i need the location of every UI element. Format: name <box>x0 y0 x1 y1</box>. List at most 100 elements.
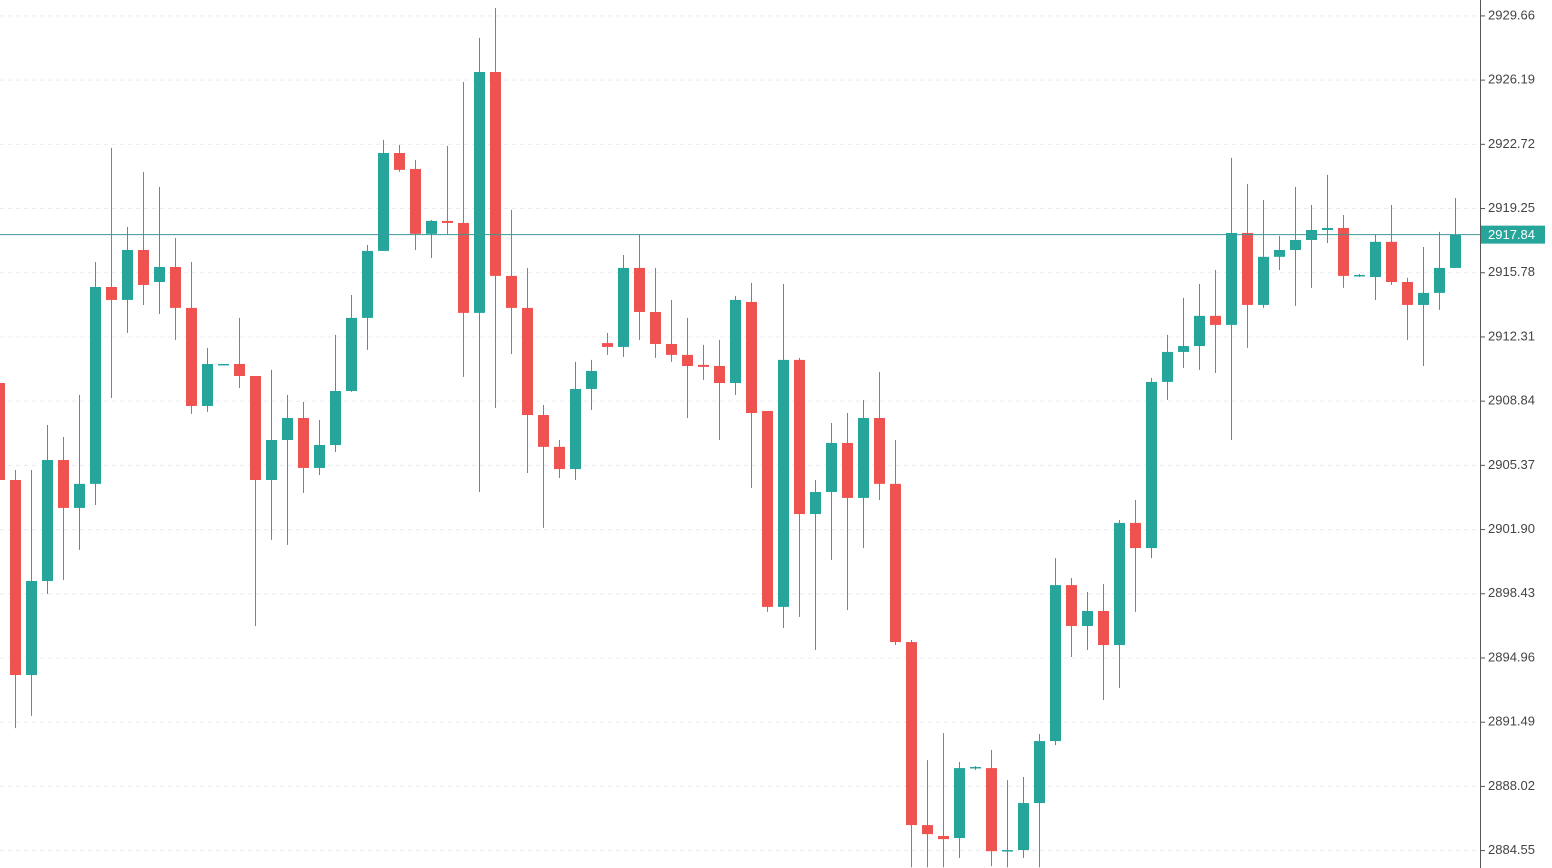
candle-body <box>858 417 869 498</box>
y-tick-label: 2915.78 <box>1488 264 1535 279</box>
candle-body <box>602 343 613 347</box>
candle-body <box>826 442 837 493</box>
candle-body <box>1114 522 1125 646</box>
candle-body <box>10 479 21 676</box>
candle-body <box>1258 256 1269 305</box>
candle-body <box>1402 281 1413 305</box>
candle-body <box>1050 585 1061 742</box>
y-tick-label: 2929.66 <box>1488 7 1535 22</box>
candle-body <box>1210 315 1221 325</box>
candle-body <box>1146 381 1157 549</box>
candle-body <box>42 459 53 582</box>
candle-body <box>1242 232 1253 305</box>
candle-body <box>1338 227 1349 276</box>
candle-body <box>778 359 789 607</box>
candle-body <box>1290 239 1301 250</box>
candle-body <box>682 354 693 366</box>
candle-body <box>890 483 901 643</box>
candle-body <box>1066 585 1077 626</box>
candle-body <box>490 71 501 276</box>
candle-body <box>1274 249 1285 257</box>
y-tick-label: 2901.90 <box>1488 521 1535 536</box>
candle-body <box>730 299 741 384</box>
y-tick-label: 2912.31 <box>1488 328 1535 343</box>
candle-body <box>442 220 453 223</box>
candle-body <box>842 442 853 498</box>
candle-body <box>970 766 981 769</box>
candle-body <box>1178 346 1189 352</box>
candle-body <box>570 388 581 470</box>
y-tick-label: 2908.84 <box>1488 393 1535 408</box>
candle-body <box>0 383 5 480</box>
candle-body <box>330 390 341 446</box>
candle-body <box>202 363 213 406</box>
candle-body <box>458 222 469 313</box>
candle-body <box>26 581 37 676</box>
candle-body <box>714 365 725 384</box>
y-tick-label: 2891.49 <box>1488 714 1535 729</box>
candle-body <box>554 446 565 470</box>
candle-body <box>170 267 181 308</box>
candle-body <box>1034 741 1045 804</box>
candle-body <box>1018 803 1029 851</box>
candle-body <box>138 249 149 285</box>
candle-body <box>922 825 933 835</box>
y-tick-label: 2905.37 <box>1488 457 1535 472</box>
candle-body <box>1370 241 1381 277</box>
candle-body <box>586 370 597 389</box>
candle-body <box>1434 267 1445 293</box>
candle-body <box>698 364 709 367</box>
candle-body <box>122 249 133 300</box>
last-price-label: 2917.84 <box>1488 227 1535 242</box>
candle-body <box>538 415 549 447</box>
candle-body <box>874 417 885 484</box>
candle-body <box>506 275 517 308</box>
candle-body <box>362 250 373 318</box>
candle-body <box>1130 522 1141 549</box>
candle-body <box>282 417 293 441</box>
candle-body <box>810 492 821 515</box>
candle-body <box>1322 227 1333 230</box>
candle-body <box>1098 610 1109 646</box>
candle-body <box>1354 274 1365 277</box>
y-tick-label: 2922.72 <box>1488 136 1535 151</box>
candle-body <box>298 417 309 468</box>
candle-body <box>474 71 485 313</box>
candle-body <box>106 286 117 300</box>
candle-body <box>954 768 965 839</box>
candle-body <box>1162 351 1173 382</box>
candle-body <box>522 307 533 416</box>
candle-body <box>1226 232 1237 325</box>
candle-body <box>762 410 773 607</box>
candle-body <box>938 835 949 840</box>
y-tick-label: 2926.19 <box>1488 72 1535 87</box>
candle-body <box>1002 850 1013 852</box>
candle-body <box>234 363 245 376</box>
candle-body <box>186 307 197 406</box>
candle-body <box>346 317 357 391</box>
candle-body <box>378 153 389 251</box>
y-tick-label: 2888.02 <box>1488 778 1535 793</box>
candle-body <box>250 375 261 480</box>
candle-body <box>74 483 85 508</box>
y-tick-label: 2898.43 <box>1488 585 1535 600</box>
candle-body <box>426 220 437 234</box>
candle-body <box>394 153 405 170</box>
candle-body <box>1450 234 1461 268</box>
candle-body <box>266 440 277 480</box>
candle-body <box>986 768 997 852</box>
y-tick-label: 2884.55 <box>1488 842 1535 857</box>
candle-body <box>634 267 645 312</box>
candle-body <box>1082 610 1093 626</box>
last-price-box <box>1481 225 1545 244</box>
y-tick-label: 2919.25 <box>1488 200 1535 215</box>
candle-body <box>154 267 165 282</box>
y-tick-label: 2894.96 <box>1488 649 1535 664</box>
candle-body <box>1418 292 1429 305</box>
candle-body <box>650 311 661 344</box>
candle-body <box>746 301 757 413</box>
candle-body <box>1386 241 1397 282</box>
candle-body <box>618 267 629 347</box>
